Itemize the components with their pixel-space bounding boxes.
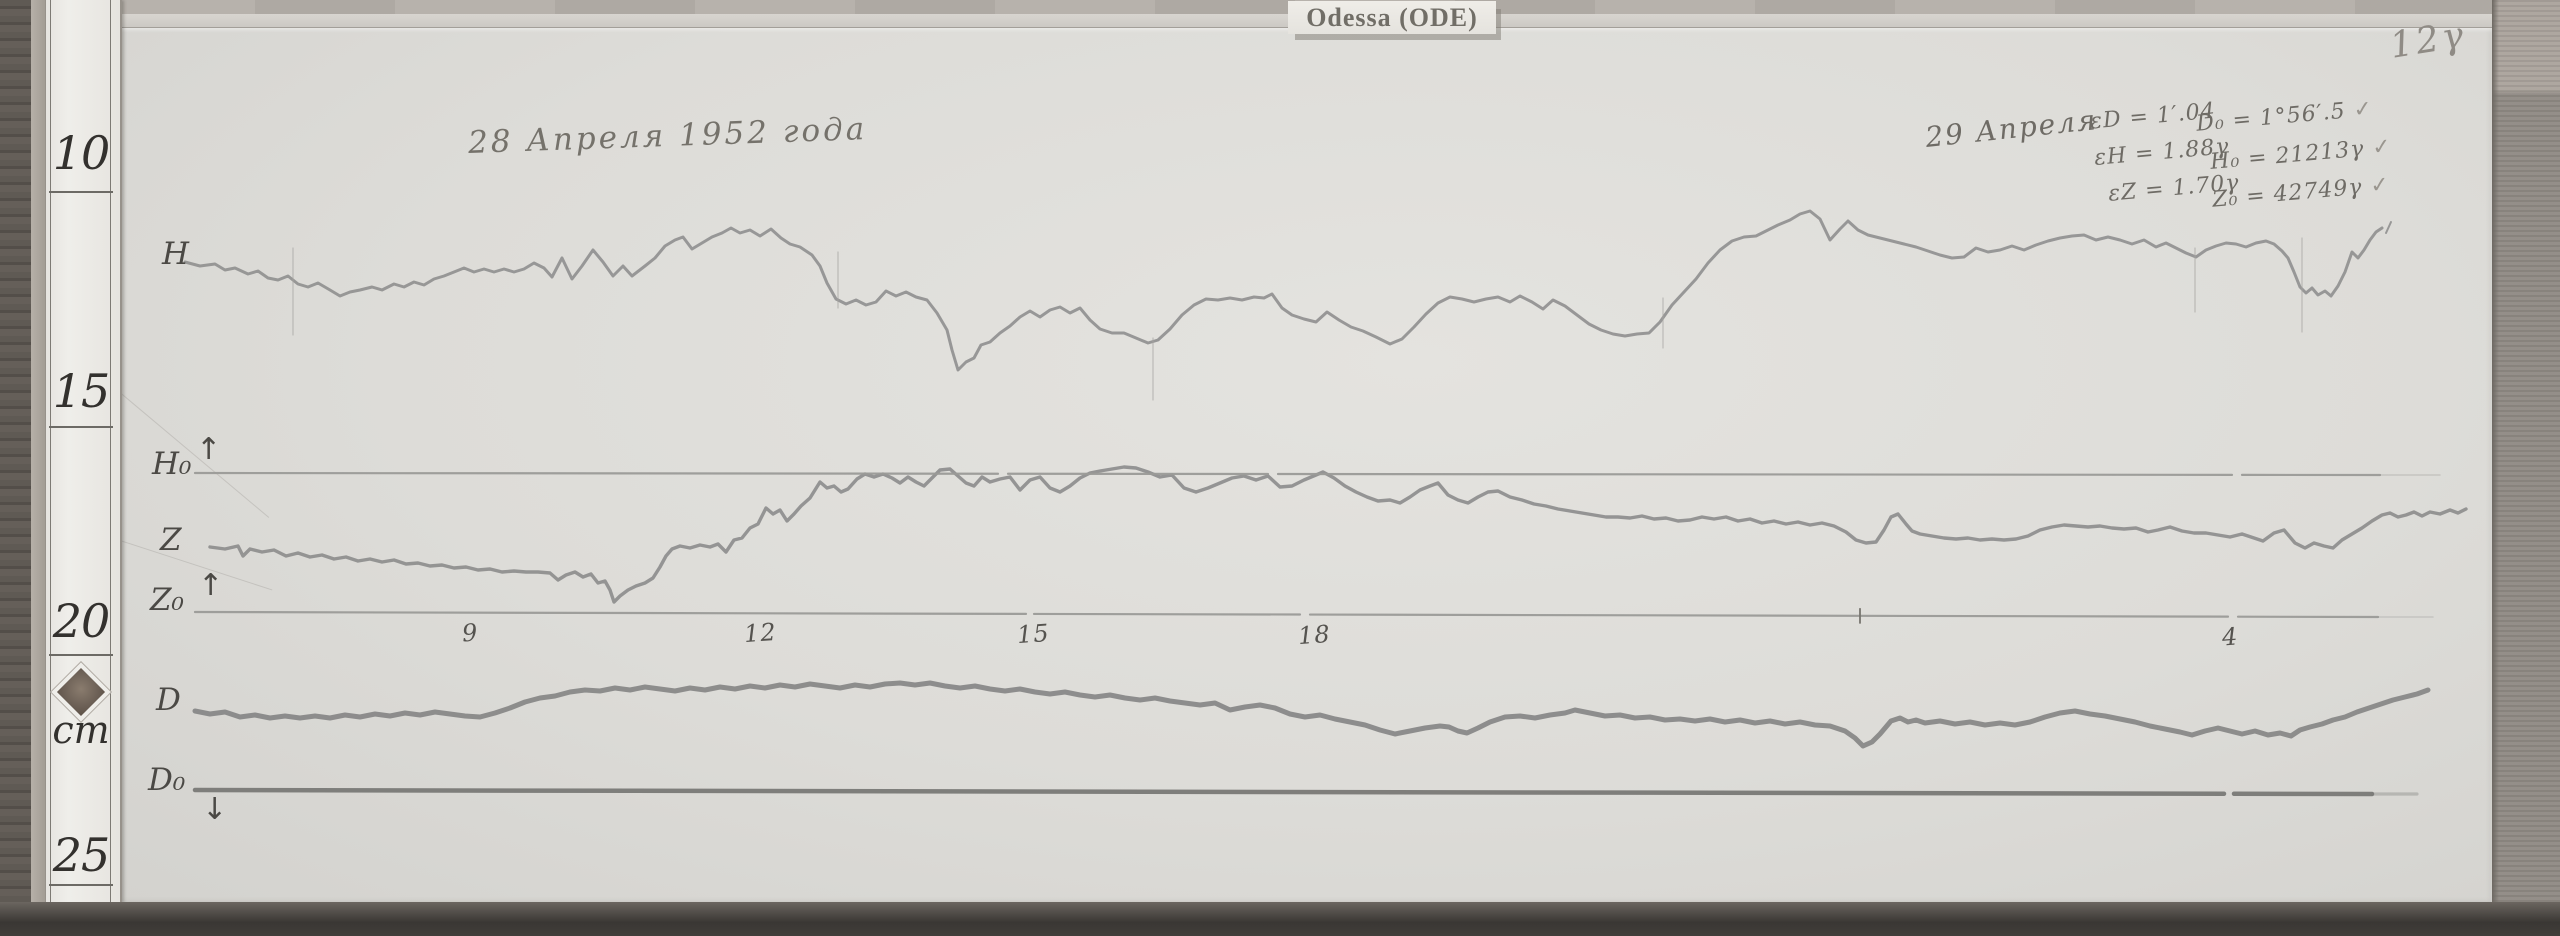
check-icon: ✓ [2371,134,2393,161]
ruler-mark-15: 15 [52,364,111,418]
ruler-line [49,191,113,193]
trace-label-d0: D₀ [148,762,186,798]
trace-label-d: D [156,682,181,718]
check-icon: ✓ [2369,172,2391,199]
station-label: Odessa (ODE) [1288,1,1496,34]
time-tick-label-12: 12 [743,618,778,649]
wood-left-dark-strip [0,0,31,936]
ruler-border-line [50,0,51,903]
time-tick-label-15: 15 [1016,618,1051,649]
h0-up-arrow-icon: ↑ [196,432,222,467]
ruler-mark-25: 25 [52,828,111,882]
trace-label-z0: Z₀ [150,582,184,618]
time-tick-label-18: 18 [1297,619,1332,650]
ruler-mark-10: 10 [52,126,111,180]
trace-label-h: H [162,236,190,272]
wood-right-strip [2492,0,2560,936]
time-tick-label-9: 9 [461,618,480,648]
paper-edge-shadow [2492,0,2499,936]
wood-left-light-strip [31,0,45,936]
ruler-line [49,426,113,428]
bottom-shadow-band [0,902,2560,936]
ruler-mark-20: 20 [52,594,111,648]
ruler-line [49,654,113,656]
trace-label-h0: H₀ [152,446,192,482]
time-tick-label-4: 4 [2221,622,2240,652]
ruler-line [49,884,113,886]
trace-label-z: Z [160,522,182,558]
d0-down-arrow-icon: ↓ [202,792,228,827]
check-icon: ✓ [2352,96,2375,123]
z0-up-arrow-icon: ↑ [198,568,224,603]
cm-ruler: 10 15 20 cm 25 [44,0,122,903]
ruler-border-line [110,0,111,903]
